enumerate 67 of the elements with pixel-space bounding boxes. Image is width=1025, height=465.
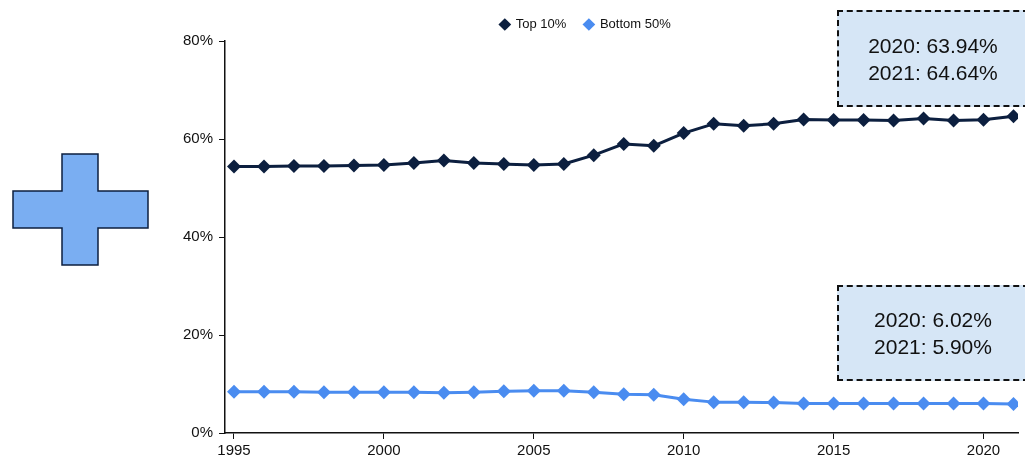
- x-tick-label: 2005: [517, 441, 551, 459]
- point: [346, 385, 361, 400]
- x-tick-label: 2000: [367, 441, 401, 459]
- point: [496, 156, 511, 171]
- point: [646, 387, 661, 402]
- point: [946, 396, 961, 411]
- x-tick-label: 2015: [816, 441, 851, 459]
- point: [466, 385, 481, 400]
- point: [316, 158, 331, 173]
- point: [796, 396, 811, 411]
- point: [826, 396, 841, 411]
- note-box: 2020: 6.02% 2021: 5.90%: [837, 285, 1025, 381]
- point: [766, 116, 781, 131]
- point: [856, 396, 871, 411]
- y-tick-label: 40%: [182, 227, 213, 245]
- point: [256, 384, 271, 399]
- point: [766, 395, 781, 410]
- point: [676, 392, 691, 407]
- point: [376, 157, 391, 172]
- point: [556, 156, 571, 171]
- x-tick-label: 1995: [217, 441, 251, 459]
- point: [976, 396, 991, 411]
- point: [976, 112, 991, 127]
- point: [736, 118, 751, 133]
- point: [616, 387, 631, 402]
- point: [316, 385, 331, 400]
- y-tick-label: 0%: [191, 423, 213, 441]
- point: [706, 395, 721, 410]
- point: [286, 384, 301, 399]
- point: [616, 136, 631, 151]
- point: [706, 116, 721, 131]
- point: [826, 112, 841, 127]
- point: [946, 113, 961, 128]
- point: [226, 384, 241, 399]
- point: [376, 385, 391, 400]
- point: [886, 396, 901, 411]
- y-tick-label: 80%: [182, 31, 213, 49]
- point: [526, 383, 541, 398]
- point: [916, 396, 931, 411]
- point: [286, 158, 301, 173]
- point: [886, 113, 901, 128]
- point: [256, 159, 271, 174]
- point: [406, 156, 421, 171]
- legend-label: Bottom 50%: [599, 16, 672, 32]
- point: [436, 385, 451, 400]
- point: [646, 138, 661, 153]
- note-box: 2020: 63.94% 2021: 64.64%: [837, 10, 1025, 107]
- x-tick-label: 2010: [667, 441, 701, 459]
- point: [916, 111, 931, 126]
- y-tick-label: 60%: [182, 129, 213, 147]
- point: [466, 156, 481, 171]
- y-tick-label: 20%: [182, 325, 213, 343]
- point: [526, 157, 541, 172]
- point: [856, 112, 871, 127]
- point: [586, 148, 601, 163]
- point: [556, 383, 571, 398]
- point: [676, 126, 691, 141]
- point: [736, 395, 751, 410]
- point: [226, 159, 241, 174]
- point: [346, 158, 361, 173]
- point: [406, 385, 421, 400]
- x-tick-label: 2020: [966, 441, 1001, 459]
- legend-label: Top 10%: [515, 16, 567, 32]
- point: [586, 385, 601, 400]
- point: [436, 153, 451, 168]
- point: [496, 384, 511, 399]
- point: [796, 112, 811, 127]
